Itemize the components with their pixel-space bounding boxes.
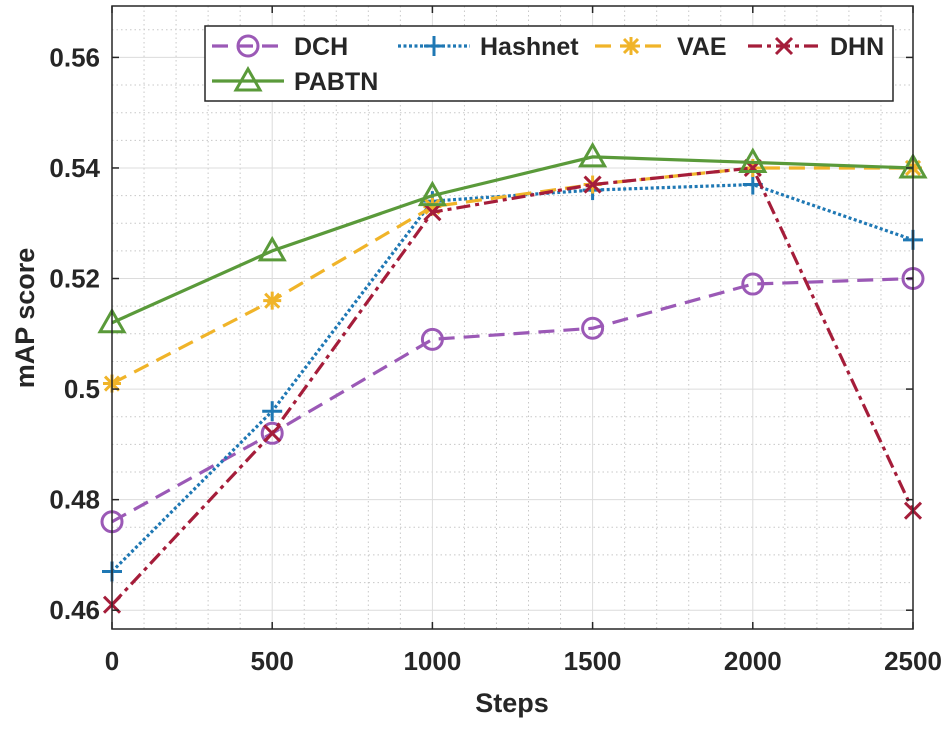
legend-label-vae: VAE (677, 33, 727, 61)
x-tick-label: 1000 (403, 646, 461, 676)
data-point-dhn-stroke (583, 175, 602, 194)
legend-item-dhn: DHN (748, 33, 884, 61)
data-point-dhn (423, 203, 442, 222)
legend: DCH Hashnet VAE DHN PABTN (204, 25, 894, 102)
y-tick-label: 0.46 (49, 595, 100, 625)
y-tick-label: 0.56 (49, 42, 100, 72)
x-tick-label: 1500 (564, 646, 622, 676)
data-point-vae (263, 291, 282, 310)
legend-item-hashnet: Hashnet (398, 33, 579, 61)
legend-marker-vae (622, 37, 640, 55)
legend-label-pabtn: PABTN (294, 68, 378, 96)
data-point-dch (260, 421, 284, 445)
data-point-dch (420, 327, 444, 351)
data-point-dch (581, 316, 605, 340)
legend-item-dch: DCH (212, 33, 348, 61)
legend-marker-pabtn (233, 65, 263, 92)
legend-marker-dch (236, 34, 260, 58)
plot-frame (111, 5, 914, 630)
legend-marker-vae-stroke (622, 37, 640, 55)
y-tick-label: 0.48 (49, 485, 100, 515)
x-axis-label: Steps (475, 688, 549, 718)
y-tick-label: 0.5 (64, 374, 100, 404)
data-point-pabtn (738, 147, 768, 173)
legend-item-vae: VAE (595, 33, 727, 61)
legend-label-dch: DCH (294, 33, 348, 61)
legend-marker-dhn-stroke (774, 36, 794, 56)
data-point-pabtn (257, 235, 287, 262)
y-tick-label: 0.54 (49, 153, 100, 183)
x-tick-label: 2000 (724, 646, 782, 676)
x-tick-label: 2500 (884, 646, 942, 676)
data-point-dch (741, 272, 765, 296)
legend-item-pabtn: PABTN (212, 65, 378, 96)
series-group (97, 141, 928, 614)
x-tick-label: 500 (251, 646, 294, 676)
data-point-vae-stroke (424, 198, 441, 215)
ticks: 0 500 1000 1500 2000 2500 0.46 0.48 0.5 0.52 0.54 0… (49, 6, 942, 676)
series-line-dch (111, 276, 914, 524)
legend-marker-dhn (774, 36, 794, 56)
data-point-dhn (263, 424, 282, 443)
y-tick-label: 0.52 (49, 264, 100, 294)
y-axis-label: mAP score (10, 248, 40, 389)
series-line-dhn (110, 166, 915, 606)
data-point-dhn-stroke (263, 424, 282, 443)
data-point-hashnet (262, 401, 283, 422)
legend-marker-hashnet (424, 36, 444, 56)
data-point-pabtn (578, 141, 608, 168)
data-point-dhn (583, 175, 602, 194)
series-line-vae (111, 166, 913, 385)
data-point-dhn-stroke (423, 203, 442, 222)
series-line-pabtn (111, 155, 914, 325)
data-point-vae-stroke (264, 292, 281, 309)
data-point-pabtn (417, 180, 447, 207)
x-tick-label: 0 (105, 646, 119, 676)
legend-label-dhn: DHN (830, 33, 884, 61)
series-line-hashnet (110, 182, 914, 573)
legend-label-hashnet: Hashnet (480, 33, 579, 61)
